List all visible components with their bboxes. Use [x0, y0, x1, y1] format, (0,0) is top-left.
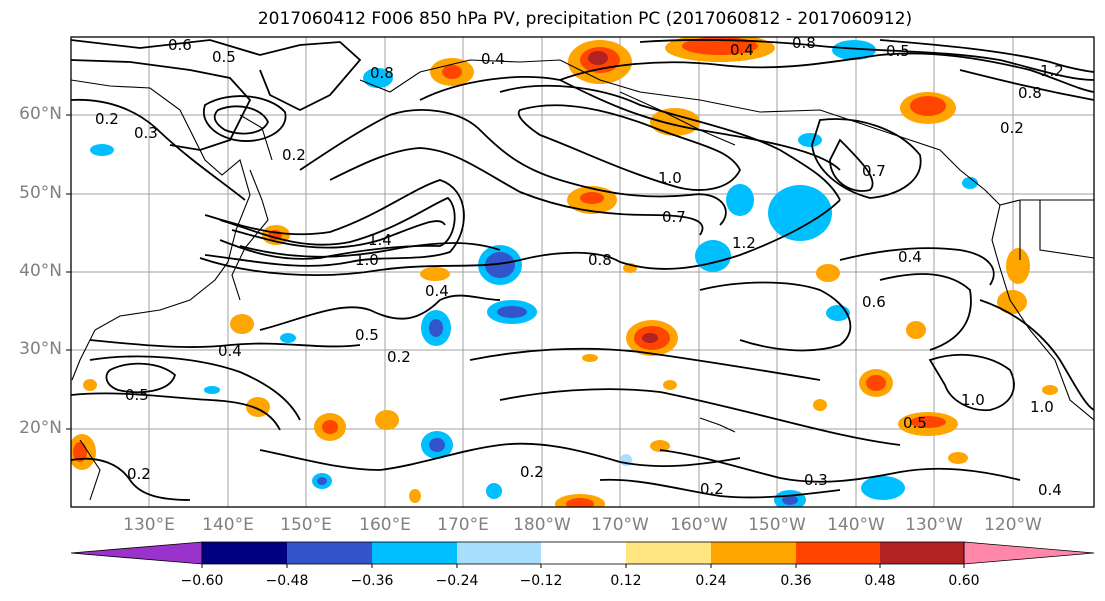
svg-text:0.2: 0.2 [700, 480, 724, 498]
contour-label: 0.6 [862, 293, 886, 311]
lat-label: 30°N [19, 339, 62, 359]
svg-text:0.5: 0.5 [903, 414, 927, 432]
svg-text:0.7: 0.7 [862, 162, 886, 180]
contour-label: 1.0 [355, 251, 379, 269]
contour-label: 0.2 [95, 110, 119, 128]
lon-label: 170°E [437, 515, 489, 535]
colorbar-swatch [796, 542, 880, 564]
colorbar-tick-label: 0.12 [610, 573, 642, 589]
colorbar [70, 541, 1095, 568]
svg-text:0.2: 0.2 [520, 463, 544, 481]
svg-text:0.5: 0.5 [886, 42, 910, 60]
colorbar-tick-label: −0.60 [180, 573, 224, 589]
colorbar-swatch [202, 542, 287, 564]
lon-label: 120°W [984, 515, 1042, 535]
lat-label: 40°N [19, 261, 62, 281]
contour-label: 0.5 [355, 326, 379, 344]
lon-label: 160°W [670, 515, 728, 535]
svg-text:1.2: 1.2 [1040, 62, 1064, 80]
contour-label: 1.0 [658, 169, 682, 187]
contour-label: 0.2 [282, 146, 306, 164]
svg-text:0.8: 0.8 [792, 34, 816, 52]
contour-label: 0.2 [1000, 119, 1024, 137]
contour-label: 0.7 [662, 208, 686, 226]
lon-label: 150°E [280, 515, 332, 535]
lon-label: 140°W [827, 515, 885, 535]
svg-text:1.0: 1.0 [961, 391, 985, 409]
lat-label: 50°N [19, 183, 62, 203]
contour-label: 0.6 [168, 36, 192, 54]
svg-text:0.8: 0.8 [1018, 84, 1042, 102]
colorbar-swatch [70, 541, 203, 565]
colorbar-tick-label: 0.24 [695, 573, 727, 589]
contour-label: 0.3 [134, 124, 158, 142]
colorbar-swatch [963, 541, 1095, 565]
contour-labels: 0.6 0.5 0.2 0.3 0.4 0.8 1.0 0.7 1.2 0.2 … [95, 34, 1064, 499]
contour-label: 0.4 [481, 50, 505, 68]
lon-label: 150°W [748, 515, 806, 535]
lon-label: 140°E [202, 515, 254, 535]
svg-text:0.4: 0.4 [1038, 481, 1062, 499]
colorbar-swatch [287, 542, 372, 564]
contour-label: 1.2 [732, 234, 756, 252]
svg-text:0.4: 0.4 [730, 41, 754, 59]
lon-label: 180°W [513, 515, 571, 535]
colorbar-tick-label: −0.12 [519, 573, 563, 589]
colorbar-swatch [372, 542, 457, 564]
svg-text:1.4: 1.4 [368, 231, 392, 249]
map-title: 2017060412 F006 850 hPa PV, precipitatio… [257, 9, 913, 29]
lon-label: 170°W [591, 515, 649, 535]
lon-label: 160°E [359, 515, 411, 535]
colorbar-swatch [541, 542, 626, 564]
svg-text:0.4: 0.4 [898, 248, 922, 266]
colorbar-tick-label: −0.24 [435, 573, 479, 589]
colorbar-tick-label: −0.36 [350, 573, 394, 589]
lon-label: 130°W [905, 515, 963, 535]
lat-label: 20°N [19, 418, 62, 438]
colorbar-swatch [880, 542, 964, 564]
colorbar-tick-label: 0.48 [864, 573, 896, 589]
svg-text:0.2: 0.2 [127, 465, 151, 483]
pv-contours [71, 39, 1094, 501]
lon-label: 130°E [123, 515, 175, 535]
map-panel: 0.6 0.5 0.2 0.3 0.4 0.8 1.0 0.7 1.2 0.2 … [71, 34, 1094, 507]
contour-label: 0.3 [804, 471, 828, 489]
svg-text:0.5: 0.5 [125, 386, 149, 404]
colorbar-swatch [626, 542, 711, 564]
contour-label: 0.8 [370, 64, 394, 82]
svg-text:0.8: 0.8 [588, 251, 612, 269]
colorbar-swatch [711, 542, 796, 564]
lat-label: 60°N [19, 104, 62, 124]
colorbar-tick-label: −0.48 [265, 573, 309, 589]
colorbar-tick-label: 0.60 [948, 573, 980, 589]
svg-text:0.2: 0.2 [387, 348, 411, 366]
colorbar-swatch [457, 542, 541, 564]
svg-text:0.4: 0.4 [218, 342, 242, 360]
contour-label: 0.4 [425, 282, 449, 300]
contour-label: 0.5 [212, 48, 236, 66]
svg-text:1.0: 1.0 [1030, 398, 1054, 416]
colorbar-tick-label: 0.36 [780, 573, 812, 589]
